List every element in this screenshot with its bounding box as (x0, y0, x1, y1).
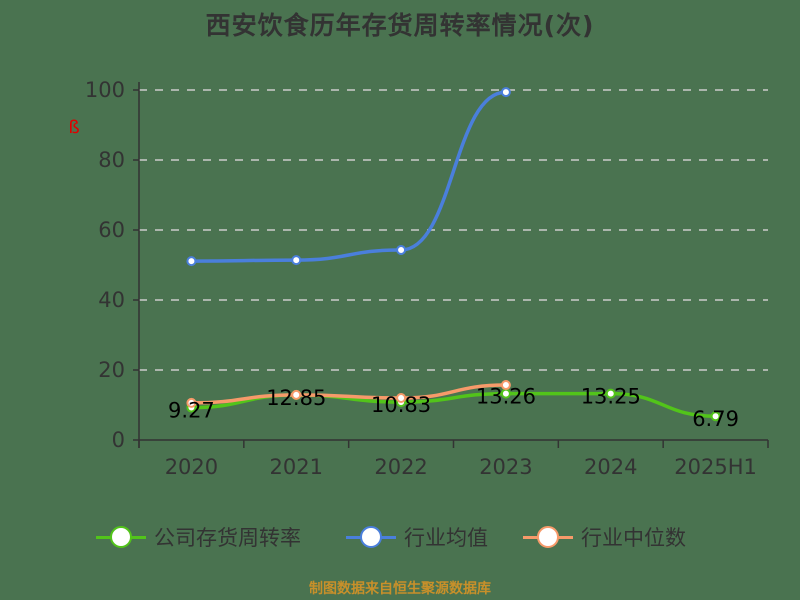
y-tick-label: 0 (112, 428, 125, 452)
data-point[interactable] (500, 87, 511, 98)
data-label: 13.26 (476, 385, 536, 409)
data-point[interactable] (291, 255, 302, 266)
source-footer: 制图数据来自恒生聚源数据库 (309, 581, 491, 597)
x-tick-label: 2021 (270, 455, 323, 479)
legend-marker-icon (523, 522, 573, 552)
data-point[interactable] (710, 411, 721, 422)
legend-item-company[interactable]: 公司存货周转率 (96, 522, 301, 552)
annotation-mark-icon: ß (68, 117, 79, 138)
data-label: 12.85 (266, 386, 326, 410)
x-tick-label: 2022 (374, 455, 427, 479)
y-tick-label: 80 (98, 148, 125, 172)
x-tick-label: 2025H1 (674, 455, 757, 479)
data-point[interactable] (605, 388, 616, 399)
data-point[interactable] (500, 380, 511, 391)
y-tick-label: 40 (98, 288, 125, 312)
data-point[interactable] (186, 256, 197, 267)
x-tick-label: 2024 (584, 455, 637, 479)
data-label: 13.25 (581, 385, 641, 409)
data-label: 9.27 (168, 399, 215, 423)
chart-title: 西安饮食历年存货周转率情况(次) (205, 11, 595, 40)
data-point[interactable] (396, 393, 407, 403)
legend-item-industry-median[interactable]: 行业中位数 (523, 522, 686, 552)
y-tick-label: 60 (98, 218, 125, 242)
data-label: 6.79 (692, 407, 739, 431)
legend-item-industry-avg[interactable]: 行业均值 (346, 522, 488, 552)
legend-marker-icon (346, 522, 396, 552)
data-label: 10.83 (371, 393, 431, 417)
series-line (191, 90, 507, 263)
legend-label: 行业中位数 (581, 526, 686, 550)
x-tick-label: 2023 (479, 455, 532, 479)
legend-marker-icon (96, 522, 146, 552)
data-point[interactable] (186, 397, 197, 408)
x-tick-label: 2020 (165, 455, 218, 479)
data-point[interactable] (396, 244, 407, 255)
legend-label: 行业均值 (404, 526, 488, 550)
series-line (191, 383, 506, 405)
data-point[interactable] (291, 389, 302, 400)
y-tick-label: 100 (85, 78, 125, 102)
legend: 公司存货周转率 行业均值 行业中位数 (0, 522, 800, 552)
legend-label: 公司存货周转率 (154, 526, 301, 550)
y-tick-label: 20 (98, 358, 125, 382)
